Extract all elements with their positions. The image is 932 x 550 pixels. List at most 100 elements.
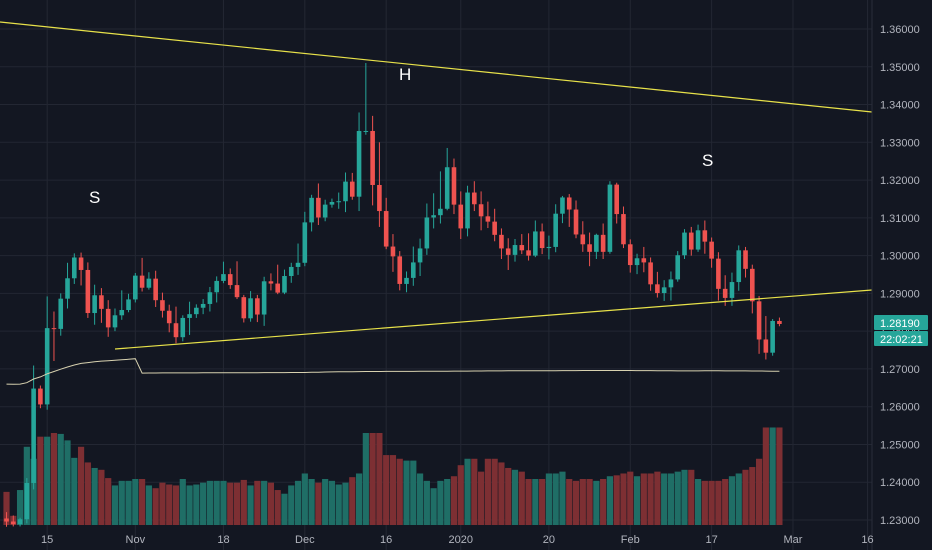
candle-body xyxy=(688,232,694,250)
volume-bar xyxy=(281,493,288,525)
volume-bar xyxy=(403,460,410,525)
volume-bar xyxy=(315,482,322,525)
candle-body xyxy=(343,181,348,202)
current-price-label: 1.28190 xyxy=(880,318,920,330)
candle-body xyxy=(207,292,213,304)
candle-body xyxy=(153,278,158,301)
volume-bar xyxy=(728,476,736,525)
candle-body xyxy=(417,248,423,263)
volume-bar xyxy=(335,484,342,525)
volume-bar xyxy=(3,491,10,525)
volume-bar xyxy=(525,479,532,525)
volume-bar xyxy=(233,482,241,525)
volume-bar xyxy=(172,485,180,525)
volume-bar xyxy=(383,455,390,525)
candle-body xyxy=(763,339,769,353)
volume-bar xyxy=(539,479,546,525)
volume-bar xyxy=(715,480,722,525)
candle-body xyxy=(526,250,531,256)
candle-body xyxy=(268,281,274,284)
volume-bar xyxy=(423,480,430,525)
candle-body xyxy=(587,244,592,252)
y-tick-label: 1.27000 xyxy=(880,364,920,376)
candle-body xyxy=(377,184,382,212)
volume-bar xyxy=(91,467,98,525)
candle-body xyxy=(302,222,308,263)
candle-body xyxy=(729,282,735,298)
candle-body xyxy=(261,281,267,315)
candle-body xyxy=(288,266,294,277)
volume-bar xyxy=(274,490,281,525)
y-tick-label: 1.30000 xyxy=(880,251,920,263)
neckline-trendline[interactable] xyxy=(114,289,873,350)
volume-bar xyxy=(206,480,213,525)
candle-body xyxy=(383,211,389,247)
volume-bar xyxy=(186,485,193,525)
candle-body xyxy=(533,231,538,256)
volume-bar xyxy=(308,479,315,525)
volume-bar xyxy=(369,433,376,525)
volume-bar xyxy=(762,427,769,525)
upper-trendline[interactable] xyxy=(0,21,873,113)
volume-bar xyxy=(57,433,64,525)
candle-body xyxy=(675,255,681,280)
candle-body xyxy=(65,278,70,299)
candle-body xyxy=(363,130,369,132)
candle-body xyxy=(44,328,50,405)
volume-bar xyxy=(267,482,275,525)
volume-bar xyxy=(220,480,227,525)
volume-bar xyxy=(464,458,471,525)
x-tick-label: 2020 xyxy=(449,534,473,546)
volume-bars xyxy=(3,427,783,525)
volume-bar xyxy=(579,479,586,525)
volume-bar xyxy=(491,458,498,525)
y-tick-label: 1.24000 xyxy=(880,477,920,489)
time-axis[interactable]: 15 Nov 18 Dec 16 2020 20 Feb 17 Mar 16 xyxy=(41,534,874,546)
volume-bar xyxy=(484,458,491,525)
volume-bar xyxy=(572,480,580,525)
volume-bar xyxy=(735,473,742,525)
candle-body xyxy=(38,388,43,405)
volume-bar xyxy=(328,480,336,525)
candle-body xyxy=(282,276,287,293)
candle-body xyxy=(146,278,152,288)
candle-body xyxy=(458,204,464,229)
candle-body xyxy=(78,257,84,270)
volume-bar xyxy=(84,462,91,525)
volume-bar xyxy=(30,458,37,525)
volume-bar xyxy=(166,484,173,525)
candle-body xyxy=(119,310,125,316)
volume-bar xyxy=(450,476,458,525)
candle-body xyxy=(133,275,138,300)
candle-body xyxy=(10,521,16,525)
volume-bar xyxy=(410,460,417,525)
volume-bar xyxy=(376,433,383,525)
volume-bar xyxy=(132,479,139,525)
candle-body xyxy=(214,280,219,293)
candle-body xyxy=(411,262,416,278)
volume-bar xyxy=(511,469,519,525)
volume-bar xyxy=(701,480,708,525)
countdown-badge-bg xyxy=(874,331,928,346)
volume-bar xyxy=(688,469,695,525)
candle-body xyxy=(17,519,23,525)
volume-bar xyxy=(64,440,71,525)
candle-body xyxy=(566,197,572,210)
volume-bar xyxy=(389,455,397,525)
candle-body xyxy=(499,234,504,249)
candles xyxy=(4,62,782,527)
candle-body xyxy=(248,298,253,319)
annotation-right-shoulder: S xyxy=(702,151,713,170)
volume-bar xyxy=(694,479,702,525)
volume-bar xyxy=(586,479,593,525)
volume-bar xyxy=(505,467,512,525)
x-tick-label: 15 xyxy=(41,534,53,546)
candle-body xyxy=(431,215,436,218)
x-tick-label: 17 xyxy=(705,534,717,546)
countdown-label: 22:02:21 xyxy=(880,334,923,346)
y-tick-label: 1.33000 xyxy=(880,137,920,149)
candle-body xyxy=(370,130,375,185)
candle-body xyxy=(777,320,782,324)
candle-body xyxy=(255,298,260,315)
volume-bar xyxy=(620,473,627,525)
